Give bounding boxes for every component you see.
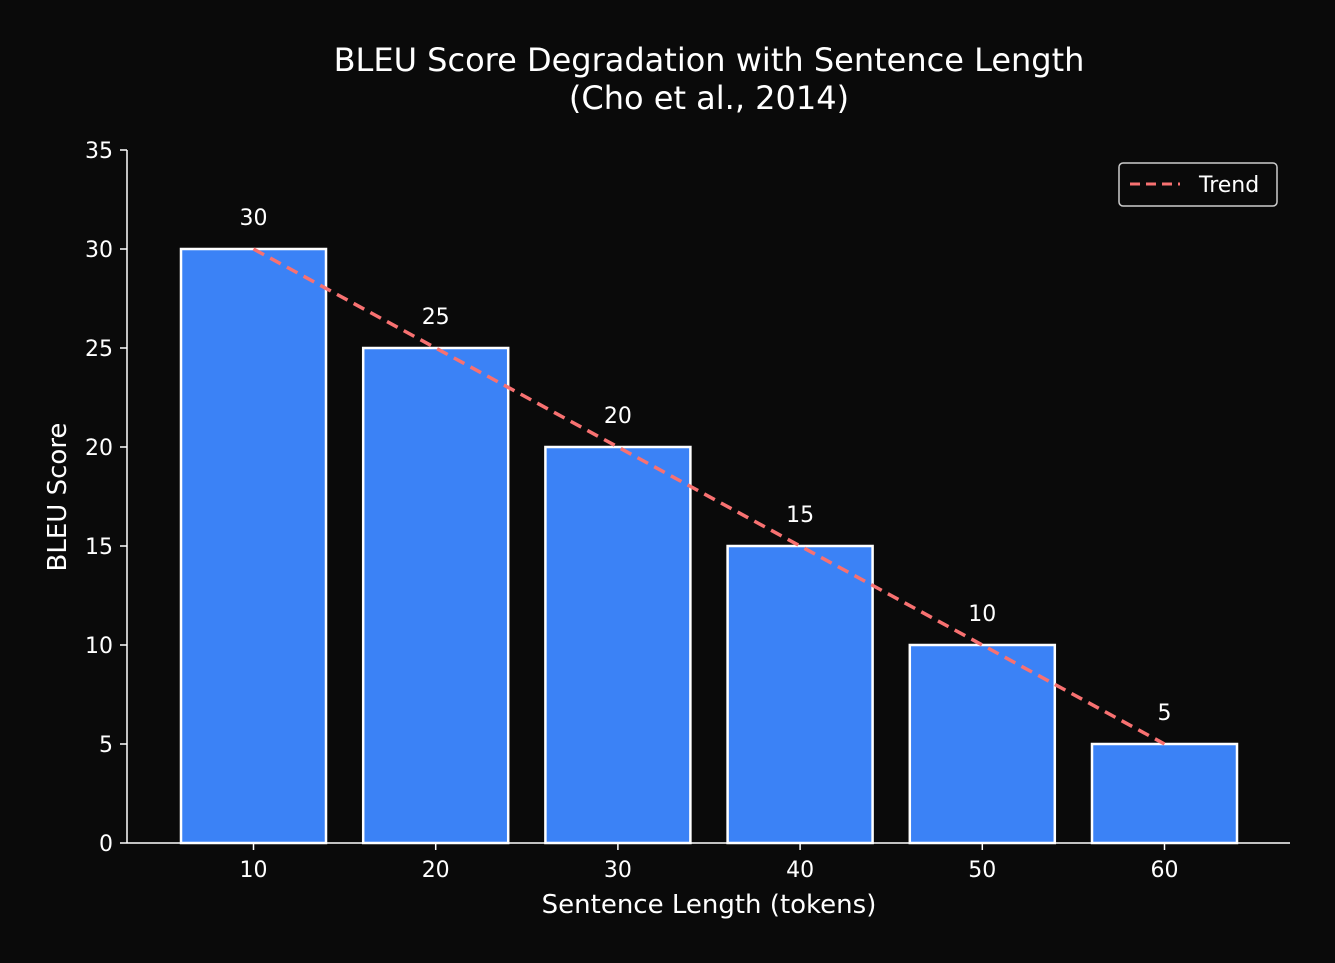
bar-value-label: 20 [604,404,632,429]
bar [361,346,510,845]
y-tick-label: 10 [85,634,113,659]
x-axis-ticks: 10 20 30 40 50 60 [240,843,1179,883]
y-tick-label: 35 [85,139,113,164]
bars [179,247,1239,845]
y-axis-ticks: 0 5 10 15 20 25 30 35 [85,139,127,857]
x-axis-label: Sentence Length (tokens) [542,890,877,920]
bar [179,247,328,845]
x-tick-label: 20 [422,858,450,883]
bar-value-label: 30 [240,206,268,231]
bar-value-label: 5 [1158,701,1172,726]
bar [908,643,1057,845]
y-tick-label: 15 [85,535,113,560]
x-tick-label: 50 [968,858,996,883]
chart-title-line-1: BLEU Score Degradation with Sentence Len… [334,41,1085,79]
bar-value-label: 25 [422,305,450,330]
data-labels: 30 25 20 15 10 5 [240,206,1172,726]
x-tick-label: 30 [604,858,632,883]
y-tick-label: 30 [85,238,113,263]
bar-value-label: 15 [786,503,814,528]
chart-title-line-2: (Cho et al., 2014) [569,79,849,117]
bar [544,445,692,845]
y-tick-label: 25 [85,337,113,362]
bar [726,544,874,845]
y-tick-label: 5 [99,733,113,758]
y-tick-label: 20 [85,436,113,461]
bar [1090,742,1239,845]
x-tick-label: 40 [786,858,814,883]
trend-line [252,247,1166,746]
bar-value-label: 10 [968,602,996,627]
trend-line-group [252,247,1166,746]
x-tick-label: 60 [1151,858,1179,883]
y-tick-label: 0 [99,832,113,857]
legend-trend-label: Trend [1198,173,1259,198]
legend-box [1118,162,1278,207]
y-axis-label: BLEU Score [43,423,73,572]
legend: Trend [1118,162,1278,207]
x-tick-label: 10 [240,858,268,883]
